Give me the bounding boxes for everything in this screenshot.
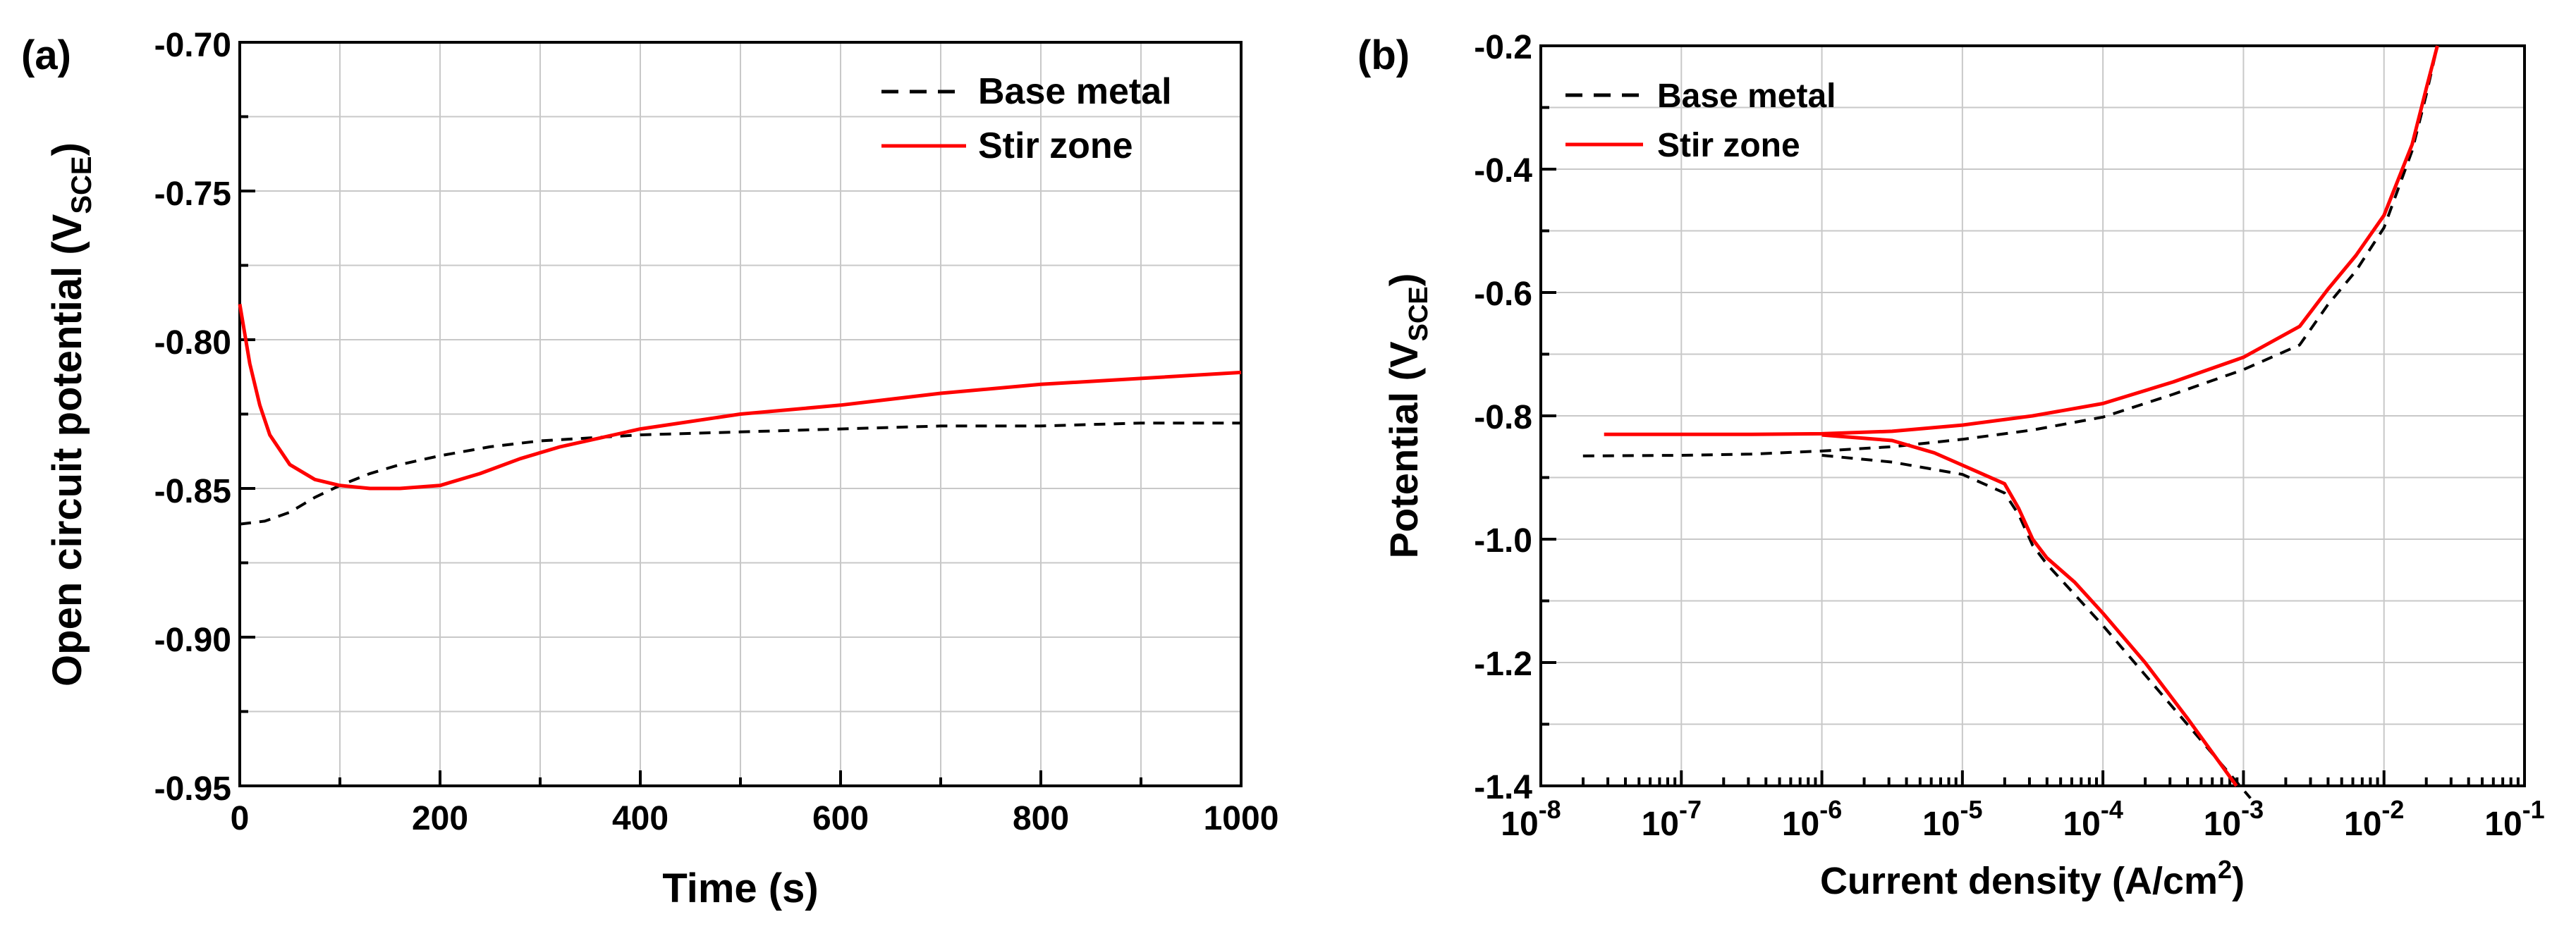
b-series-base-metal-cathodic <box>1821 454 2252 799</box>
a-legend-stir-zone-label: Stir zone <box>978 125 1133 166</box>
a-x-tick-label: 200 <box>412 800 468 837</box>
a-series-base-metal <box>239 421 1241 526</box>
a-panel-label: (a) <box>21 32 71 78</box>
a-y-tick-label: -0.95 <box>154 770 231 808</box>
b-x-tick-label: 10-1 <box>2484 795 2544 843</box>
b-x-tick-labels: 10-8 10-7 10-6 10-5 10-4 10-3 10-2 10-1 <box>1501 795 2544 843</box>
a-x-tick-labels: 0 200 400 600 800 1000 <box>231 800 1279 837</box>
b-x-tick-label: 10-5 <box>1922 795 1982 843</box>
panel-a: 0 200 400 600 800 1000 -0.95-0.90-0.85-0.80-0… <box>21 27 1278 911</box>
a-x-tick-label: 400 <box>612 800 669 837</box>
b-x-tick-label: 10-2 <box>2344 795 2404 843</box>
b-x-tick-label: 10-4 <box>2063 795 2123 843</box>
b-x-tick-label: 10-3 <box>2204 795 2264 843</box>
a-series-stir-zone <box>238 303 1242 491</box>
a-legend: Base metal Stir zone <box>881 71 1172 166</box>
a-tick-marks <box>238 41 1243 787</box>
a-y-tick-label: -0.75 <box>154 176 231 213</box>
a-y-tick-label: -0.70 <box>154 27 231 64</box>
b-y-tick-label: -0.2 <box>1474 29 1532 66</box>
b-legend: Base metal Stir zone <box>1565 78 1836 164</box>
b-y-tick-label: -1.0 <box>1474 522 1532 560</box>
panel-b: 10-8 10-7 10-6 10-5 10-4 10-3 10-2 10-1 -1.4-1.… <box>1357 29 2545 902</box>
a-series-group <box>238 303 1242 526</box>
b-y-tick-label: -1.4 <box>1474 769 1532 806</box>
b-series-stir-zone-cathodic <box>1821 433 2238 787</box>
a-y-axis-label: Open circuit potential (VSCE) <box>44 142 97 686</box>
a-x-axis-label: Time (s) <box>662 866 818 911</box>
a-x-tick-label: 0 <box>231 800 250 837</box>
b-tick-marks <box>1539 44 2526 787</box>
b-x-tick-label: 10-7 <box>1642 795 1702 843</box>
b-panel-label: (b) <box>1357 32 1410 78</box>
b-legend-stir-zone-label: Stir zone <box>1657 127 1800 164</box>
a-y-tick-label: -0.80 <box>154 324 231 362</box>
a-y-tick-label: -0.85 <box>154 473 231 510</box>
b-y-tick-labels: -1.4 -1.2 -1.0 -0.8 -0.6 -0.4 -0.2 <box>1474 29 1532 806</box>
a-legend-base-metal-label: Base metal <box>978 71 1172 112</box>
a-x-tick-label: 1000 <box>1204 800 1279 837</box>
b-y-tick-label: -0.4 <box>1474 152 1532 190</box>
a-y-tick-labels: -0.95 -0.90 -0.85 -0.80 -0.75 -0.70 <box>154 27 231 808</box>
b-x-axis-label: Current density (A/cm2) <box>1820 855 2245 902</box>
b-x-tick-label: 10-8 <box>1501 795 1561 843</box>
b-series-group <box>1582 45 2439 799</box>
a-x-tick-label: 800 <box>1013 800 1069 837</box>
b-y-axis-label: Potential (VSCE) <box>1381 273 1434 559</box>
b-series-stir-zone-anodic <box>1604 45 2439 436</box>
b-y-tick-label: -1.2 <box>1474 646 1532 683</box>
b-y-tick-label: -0.8 <box>1474 399 1532 436</box>
b-series-base-metal-anodic <box>1582 45 2439 457</box>
b-x-tick-label: 10-6 <box>1782 795 1842 843</box>
a-y-tick-label: -0.90 <box>154 622 231 659</box>
b-legend-base-metal-label: Base metal <box>1657 78 1836 115</box>
b-y-tick-label: -0.6 <box>1474 276 1532 313</box>
a-x-tick-label: 600 <box>812 800 869 837</box>
